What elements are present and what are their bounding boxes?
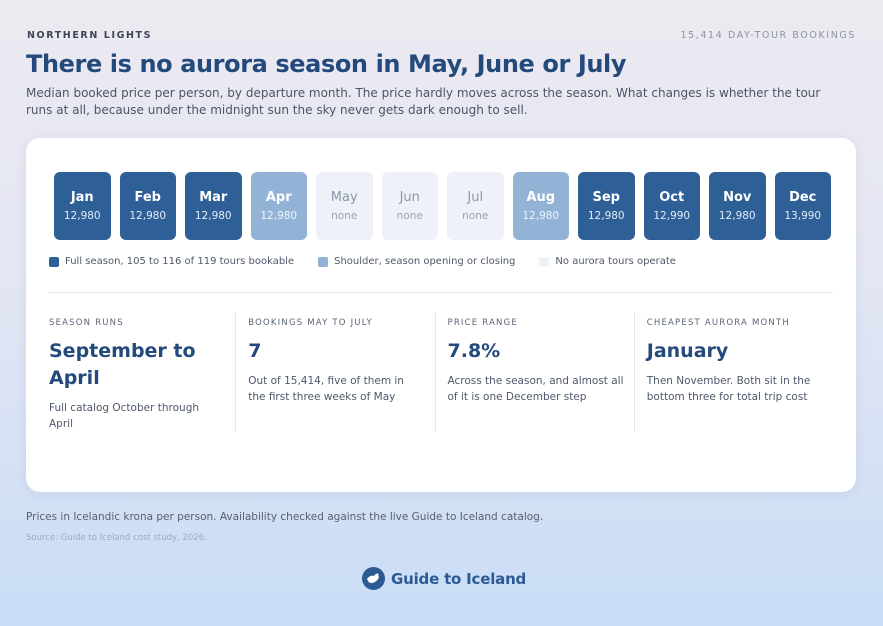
month-name: Nov xyxy=(723,190,752,205)
month-tile-jun: Jun none xyxy=(381,172,438,240)
month-name: Jul xyxy=(467,190,484,205)
legend-label-full: Full season, 105 to 116 of 119 tours boo… xyxy=(65,256,295,267)
stat-note: Then November. Both sit in the bottom th… xyxy=(646,375,811,403)
page-subtitle: Median booked price per person, by depar… xyxy=(26,86,821,117)
month-tile-aug: Aug 12,980 xyxy=(512,172,569,240)
stat-bookings-may-july: BOOKINGS MAY TO JULY 7 Out of 15,414, fi… xyxy=(235,312,434,432)
bird-logo-icon xyxy=(362,567,385,590)
legend-label-none: No aurora tours operate xyxy=(555,256,676,267)
month-price: 13,990 xyxy=(784,210,822,222)
divider xyxy=(49,292,833,293)
month-name: Dec xyxy=(789,190,817,205)
month-tile-feb: Feb 12,980 xyxy=(119,172,176,240)
stat-value: September to April xyxy=(49,340,196,389)
stat-value: January xyxy=(646,340,729,362)
month-tile-jan: Jan 12,980 xyxy=(54,172,111,240)
month-name: May xyxy=(330,190,358,205)
page-title: There is no aurora season in May, June o… xyxy=(26,50,627,78)
month-price: 12,990 xyxy=(653,210,691,222)
month-price: none xyxy=(331,210,358,222)
month-name: Mar xyxy=(199,190,228,205)
month-name: Feb xyxy=(134,190,161,205)
month-name: Jun xyxy=(399,190,420,205)
month-tile-jul: Jul none xyxy=(447,172,504,240)
legend-swatch-shoulder xyxy=(318,256,329,267)
guide-to-iceland-logo[interactable]: Guide to Iceland xyxy=(362,567,526,590)
legend-item-shoulder: Shoulder, season opening or closing xyxy=(318,256,515,267)
stat-label: BOOKINGS MAY TO JULY xyxy=(248,318,373,328)
stat-price-range: PRICE RANGE 7.8% Across the season, and … xyxy=(434,312,634,432)
legend-item-none: No aurora tours operate xyxy=(539,256,676,267)
month-name: Jan xyxy=(70,190,94,205)
bookings-count: 15,414 DAY-TOUR BOOKINGS xyxy=(680,30,856,41)
stats-row: SEASON RUNS September to April Full cata… xyxy=(49,312,833,432)
stat-note: Across the season, and almost all of it … xyxy=(447,375,624,403)
summary-card: Jan 12,980 Feb 12,980 Mar 12,980 Apr 12,980 May n… xyxy=(26,138,856,492)
month-tile-oct: Oct 12,990 xyxy=(643,172,700,240)
legend-item-full: Full season, 105 to 116 of 119 tours boo… xyxy=(49,256,294,267)
footnote: Prices in Icelandic krona per person. Av… xyxy=(26,511,544,523)
month-price: 12,980 xyxy=(63,210,101,222)
legend-swatch-none xyxy=(539,256,550,267)
month-tile-apr: Apr 12,980 xyxy=(250,172,307,240)
month-tile-sep: Sep 12,980 xyxy=(578,172,635,240)
month-name: Sep xyxy=(592,190,621,205)
legend-swatch-full xyxy=(49,256,59,267)
legend-label-shoulder: Shoulder, season opening or closing xyxy=(334,256,516,267)
month-tile-nov: Nov 12,980 xyxy=(709,172,766,240)
eyebrow-label: NORTHERN LIGHTS xyxy=(27,30,153,41)
stat-note: Full catalog October through April xyxy=(49,402,200,430)
month-price: 12,980 xyxy=(522,210,560,222)
stat-label: PRICE RANGE xyxy=(447,318,518,328)
month-price: 12,980 xyxy=(587,210,625,222)
month-grid: Jan 12,980 Feb 12,980 Mar 12,980 Apr 12,980 May n… xyxy=(54,172,831,240)
month-tile-dec: Dec 13,990 xyxy=(774,172,831,240)
month-name: Apr xyxy=(265,190,292,205)
month-price: 12,980 xyxy=(718,210,756,222)
stat-label: SEASON RUNS xyxy=(49,318,124,328)
stat-label: CHEAPEST AURORA MONTH xyxy=(646,318,790,328)
month-name: Oct xyxy=(659,190,685,205)
stat-cheapest-month: CHEAPEST AURORA MONTH January Then Novem… xyxy=(633,312,833,432)
stat-note: Out of 15,414, five of them in the first… xyxy=(248,375,404,403)
month-price: 12,980 xyxy=(129,210,167,222)
stat-value: 7.8% xyxy=(447,340,501,362)
month-price: 12,980 xyxy=(194,210,232,222)
logo-text: Guide to Iceland xyxy=(391,569,527,588)
stat-season-runs: SEASON RUNS September to April Full cata… xyxy=(49,312,235,432)
month-name: Aug xyxy=(526,190,556,205)
legend: Full season, 105 to 116 of 119 tours boo… xyxy=(49,256,676,267)
stat-value: 7 xyxy=(248,340,262,362)
month-price: 12,980 xyxy=(260,210,298,222)
month-price: none xyxy=(462,210,489,222)
source-note: Source: Guide to Iceland cost study, 202… xyxy=(26,533,207,543)
month-price: none xyxy=(396,210,423,222)
month-tile-may: May none xyxy=(316,172,373,240)
month-tile-mar: Mar 12,980 xyxy=(185,172,242,240)
